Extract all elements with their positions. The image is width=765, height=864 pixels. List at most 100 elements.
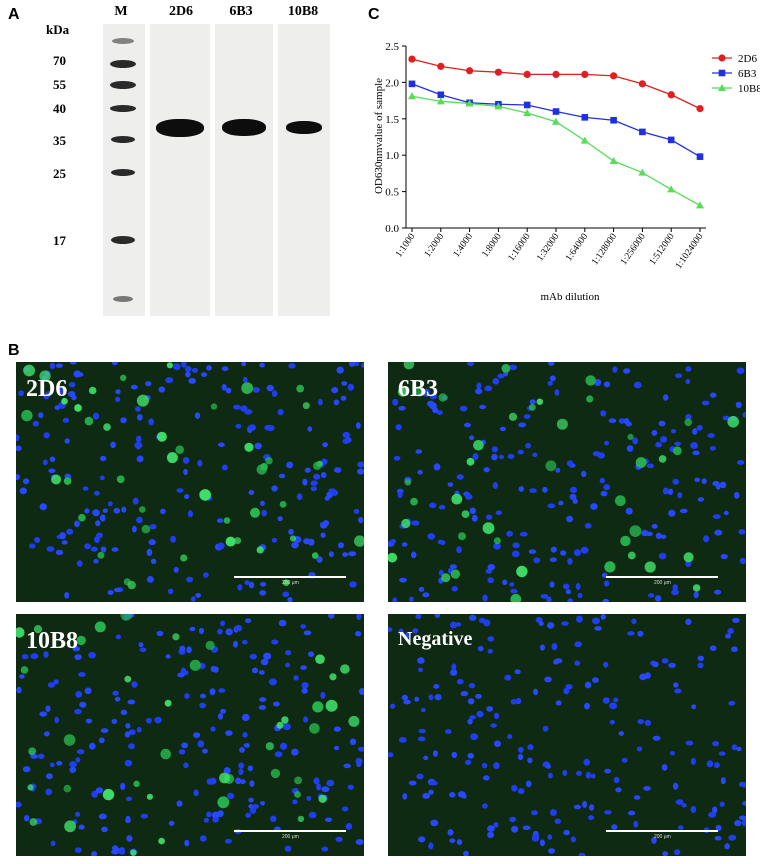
- nucleus: [403, 699, 411, 705]
- nucleus: [218, 688, 226, 693]
- nucleus: [233, 404, 241, 410]
- data-point: [437, 91, 445, 99]
- nucleus: [316, 556, 323, 563]
- nucleus: [131, 681, 138, 688]
- nucleus: [343, 763, 352, 769]
- nucleus: [737, 460, 745, 465]
- nucleus: [417, 657, 425, 664]
- nucleus: [292, 799, 298, 805]
- nucleus: [336, 366, 344, 374]
- nucleus: [423, 755, 429, 761]
- nucleus: [322, 442, 328, 448]
- nucleus: [673, 682, 679, 688]
- legend-marker: [718, 84, 726, 91]
- positive-cell: [51, 474, 62, 485]
- nucleus: [324, 817, 333, 823]
- data-point: [610, 116, 617, 124]
- nucleus: [328, 488, 336, 494]
- nucleus: [697, 655, 704, 662]
- nucleus: [712, 806, 718, 814]
- nucleus: [209, 688, 216, 696]
- nucleus: [549, 557, 557, 562]
- nucleus: [712, 741, 720, 747]
- positive-cell: [315, 654, 325, 664]
- positive-cell: [318, 794, 327, 803]
- nucleus: [741, 819, 746, 827]
- nucleus: [321, 786, 330, 793]
- positive-cell: [139, 506, 146, 513]
- nucleus: [430, 819, 439, 827]
- nucleus: [242, 732, 248, 738]
- x-tick-label: 1:16000: [507, 232, 533, 263]
- nucleus: [248, 797, 254, 803]
- nucleus: [567, 557, 573, 565]
- nucleus: [528, 549, 537, 554]
- positive-cell: [672, 446, 682, 456]
- nucleus: [566, 515, 574, 523]
- nucleus: [681, 803, 687, 808]
- nucleus: [671, 589, 679, 596]
- nucleus: [471, 514, 478, 522]
- nucleus: [99, 514, 106, 522]
- nucleus: [418, 836, 426, 843]
- nucleus: [342, 431, 351, 438]
- nucleus: [540, 644, 545, 651]
- nucleus: [578, 852, 586, 856]
- nucleus: [393, 455, 401, 461]
- nucleus: [225, 628, 233, 636]
- positive-cell: [556, 418, 568, 430]
- nucleus: [436, 410, 443, 415]
- data-point: [639, 128, 646, 136]
- nucleus: [654, 595, 662, 602]
- nucleus: [712, 514, 721, 519]
- nucleus: [268, 678, 277, 686]
- nucleus: [701, 400, 710, 406]
- nucleus: [64, 438, 70, 444]
- nucleus: [46, 546, 55, 552]
- positive-cell: [16, 627, 25, 638]
- positive-cell: [297, 815, 305, 823]
- positive-cell: [28, 747, 37, 756]
- nucleus: [43, 731, 50, 737]
- nucleus: [69, 766, 77, 773]
- nucleus: [349, 738, 357, 746]
- nucleus: [492, 482, 498, 489]
- nucleus: [192, 367, 198, 373]
- nucleus: [529, 399, 536, 405]
- marker-band: [111, 169, 135, 176]
- nucleus: [49, 362, 56, 370]
- nucleus: [342, 806, 349, 812]
- nucleus: [193, 732, 201, 738]
- nucleus: [736, 746, 742, 752]
- nucleus: [584, 681, 592, 689]
- nucleus: [75, 811, 81, 817]
- legend-label: 10B8: [738, 83, 760, 95]
- y-tick-label: 1.5: [385, 114, 399, 126]
- nucleus: [260, 658, 269, 666]
- blot-lane-marker: [103, 24, 145, 316]
- positive-cell: [627, 551, 636, 560]
- positive-cell: [189, 659, 201, 671]
- positive-cell: [160, 748, 171, 760]
- nucleus: [221, 366, 229, 372]
- nucleus: [487, 648, 493, 654]
- nucleus: [518, 486, 525, 492]
- nucleus: [32, 420, 39, 427]
- nucleus: [409, 596, 414, 602]
- nucleus: [78, 672, 86, 677]
- nucleus: [398, 406, 406, 411]
- nucleus: [412, 628, 419, 634]
- nucleus: [124, 731, 131, 738]
- nucleus: [59, 532, 66, 540]
- nucleus: [355, 757, 363, 765]
- nucleus: [49, 456, 56, 462]
- positive-cell: [450, 569, 461, 579]
- positive-cell: [225, 536, 236, 547]
- nucleus: [19, 674, 25, 679]
- nucleus: [417, 469, 423, 475]
- nucleus: [56, 760, 63, 766]
- ifa-panel-10b8: 10B8 200 μm: [16, 614, 364, 856]
- data-point: [408, 80, 416, 88]
- nucleus: [560, 550, 567, 556]
- nucleus: [685, 366, 692, 372]
